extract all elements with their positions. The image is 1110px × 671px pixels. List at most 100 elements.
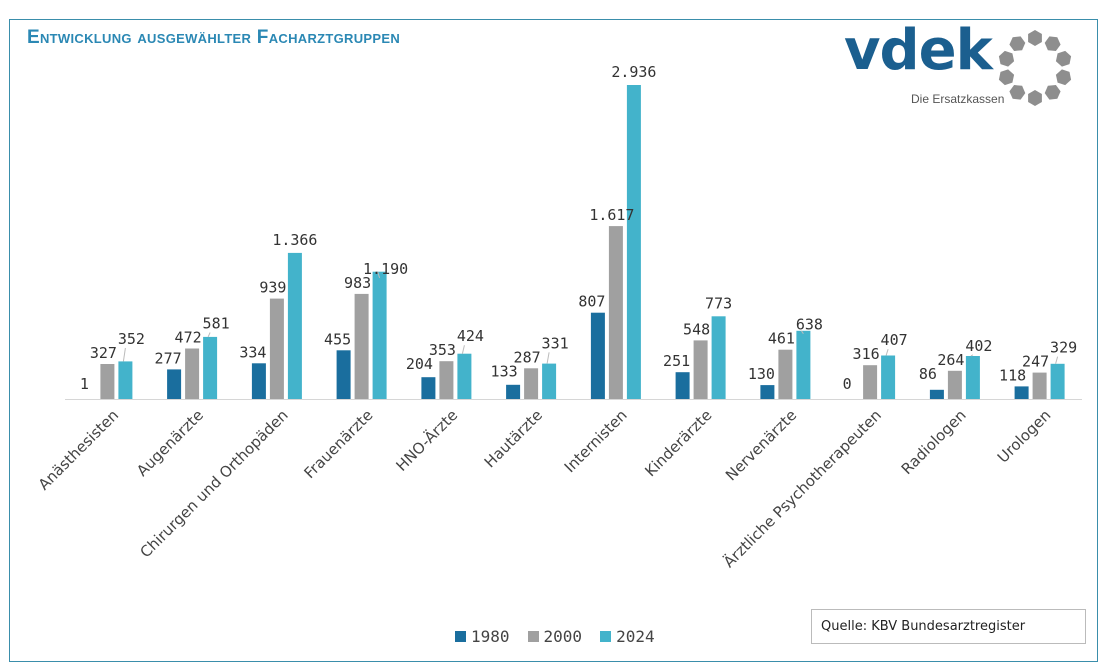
legend-swatch-1980 bbox=[455, 631, 466, 642]
chart-frame bbox=[9, 19, 1098, 662]
data-label-2000-augenärzte: 472 bbox=[175, 329, 202, 347]
bar-2024-anästhesisten bbox=[118, 361, 133, 399]
data-label-2000-radiologen: 264 bbox=[937, 351, 964, 369]
bar-2024-urologen bbox=[1050, 363, 1065, 399]
bar-2024-internisten bbox=[626, 85, 641, 399]
leader-line-nervenärzte bbox=[800, 330, 804, 334]
legend-label-2024: 2024 bbox=[616, 627, 655, 646]
data-label-1980-urologen: 118 bbox=[999, 367, 1026, 385]
bar-2024-frauenärzte bbox=[372, 271, 387, 399]
logo-wordmark: vdek bbox=[844, 18, 993, 83]
bar-2000-nervenärzte bbox=[778, 349, 793, 399]
logo-ring-dot bbox=[1009, 36, 1026, 51]
bar-2024-hno-ärzte bbox=[457, 353, 472, 399]
bar-2000-anästhesisten bbox=[100, 364, 115, 399]
data-label-1980-radiologen: 86 bbox=[919, 365, 937, 383]
bar-2000-augenärzte bbox=[185, 348, 200, 399]
bar-2000-chirurgen-und-orthopäden bbox=[269, 298, 284, 399]
bar-1980-hno-ärzte bbox=[421, 377, 436, 399]
bar-1980-hautärzte bbox=[506, 384, 521, 399]
data-label-2024-chirurgen-und-orthopäden: 1.366 bbox=[272, 231, 317, 249]
data-label-2024-internisten: 2.936 bbox=[611, 63, 656, 81]
bar-1980-augenärzte bbox=[167, 369, 182, 399]
category-label-chirurgen-und-orthopäden: Chirurgen und Orthopäden bbox=[136, 406, 291, 561]
leader-line-augenärzte bbox=[207, 332, 211, 338]
bar-1980-internisten bbox=[590, 312, 605, 399]
category-label-urologen: Urologen bbox=[994, 406, 1055, 467]
data-label-2000-frauenärzte: 983 bbox=[344, 274, 371, 292]
bar-1980-frauenärzte bbox=[336, 350, 351, 399]
category-label-anästhesisten: Anästhesisten bbox=[35, 406, 123, 494]
bar-1980-nervenärzte bbox=[760, 385, 775, 399]
logo-ring-dot bbox=[1044, 36, 1061, 51]
logo-tagline: Die Ersatzkassen bbox=[911, 92, 1005, 106]
data-label-2024-urologen: 329 bbox=[1050, 339, 1077, 357]
legend-item-2024: 2024 bbox=[600, 627, 655, 646]
leader-line-urologen bbox=[1055, 356, 1059, 364]
logo-ring-dot bbox=[998, 69, 1015, 86]
data-label-2000-kinderärzte: 548 bbox=[683, 320, 710, 338]
bar-1980-radiologen bbox=[929, 389, 944, 399]
data-label-2000-nervenärzte: 461 bbox=[768, 330, 795, 348]
legend-label-1980: 1980 bbox=[471, 627, 510, 646]
leader-line-radiologen bbox=[970, 354, 974, 357]
bar-2024-ärztliche-psychotherapeuten bbox=[881, 355, 896, 399]
bar-2000-radiologen bbox=[947, 370, 962, 399]
logo-ring-dot bbox=[998, 50, 1015, 67]
bar-2000-urologen bbox=[1032, 372, 1047, 399]
leader-line-frauenärzte bbox=[377, 271, 381, 279]
legend-item-2000: 2000 bbox=[527, 627, 583, 646]
data-label-2000-hautärzte: 287 bbox=[514, 348, 541, 366]
data-label-2024-radiologen: 402 bbox=[965, 337, 992, 355]
category-label-frauenärzte: Frauenärzte bbox=[300, 406, 376, 482]
legend-item-1980: 1980 bbox=[455, 627, 510, 646]
legend-label-2000: 2000 bbox=[543, 627, 583, 646]
source-note: Quelle: KBV Bundesarztregister bbox=[811, 609, 1086, 644]
data-label-2024-hno-ärzte: 424 bbox=[457, 327, 484, 345]
data-label-1980-internisten: 807 bbox=[578, 293, 605, 311]
data-label-2000-anästhesisten: 327 bbox=[90, 344, 117, 362]
category-label-hno-ärzte: HNO-Ärzte bbox=[392, 405, 461, 474]
data-label-2024-frauenärzte: 1.190 bbox=[363, 260, 408, 278]
data-label-1980-kinderärzte: 251 bbox=[663, 352, 690, 370]
category-label-kinderärzte: Kinderärzte bbox=[641, 406, 715, 480]
data-label-2024-hautärzte: 331 bbox=[542, 334, 569, 352]
bar-1980-urologen bbox=[1014, 386, 1029, 399]
logo-ring-dot bbox=[1055, 50, 1072, 67]
bar-2000-hno-ärzte bbox=[439, 361, 454, 399]
bar-2000-internisten bbox=[608, 226, 623, 399]
logo-ring-icon bbox=[998, 30, 1072, 106]
data-label-2000-hno-ärzte: 353 bbox=[429, 341, 456, 359]
leader-line-hautärzte bbox=[546, 352, 550, 364]
data-label-1980-nervenärzte: 130 bbox=[748, 365, 775, 383]
category-label-nervenärzte: Nervenärzte bbox=[722, 406, 800, 484]
category-label-augenärzte: Augenärzte bbox=[133, 406, 207, 480]
data-label-2024-ärztliche-psychotherapeuten: 407 bbox=[881, 331, 908, 349]
data-label-2024-anästhesisten: 352 bbox=[118, 330, 145, 348]
data-label-2024-nervenärzte: 638 bbox=[796, 316, 823, 334]
bar-2000-ärztliche-psychotherapeuten bbox=[863, 365, 878, 399]
leader-line-ärztliche-psychotherapeuten bbox=[885, 349, 889, 356]
category-label-hautärzte: Hautärzte bbox=[481, 406, 546, 471]
data-label-1980-hno-ärzte: 204 bbox=[406, 355, 433, 373]
chart-legend: 1980 2000 2024 bbox=[455, 627, 655, 646]
data-label-1980-chirurgen-und-orthopäden: 334 bbox=[239, 343, 266, 361]
leader-line-anästhesisten bbox=[122, 347, 126, 362]
data-label-2000-urologen: 247 bbox=[1022, 353, 1049, 371]
bar-1980-kinderärzte bbox=[675, 372, 690, 399]
data-label-2024-kinderärzte: 773 bbox=[705, 294, 732, 312]
logo-ring-dot bbox=[1028, 90, 1042, 106]
legend-swatch-2024 bbox=[600, 631, 612, 642]
category-label-ärztliche-psychotherapeuten: Ärztliche Psychotherapeuten bbox=[719, 405, 885, 571]
bar-2024-nervenärzte bbox=[796, 330, 811, 399]
bar-1980-chirurgen-und-orthopäden bbox=[251, 363, 266, 399]
leader-line-hno-ärzte bbox=[461, 345, 465, 354]
bar-2024-kinderärzte bbox=[711, 316, 726, 399]
bar-2000-frauenärzte bbox=[354, 293, 369, 399]
bar-2000-hautärzte bbox=[524, 368, 539, 399]
data-label-2024-augenärzte: 581 bbox=[203, 315, 230, 333]
logo-ring-dot bbox=[1044, 85, 1061, 100]
logo-ring-dot bbox=[1009, 85, 1026, 100]
logo-ring-dot bbox=[1055, 69, 1072, 86]
